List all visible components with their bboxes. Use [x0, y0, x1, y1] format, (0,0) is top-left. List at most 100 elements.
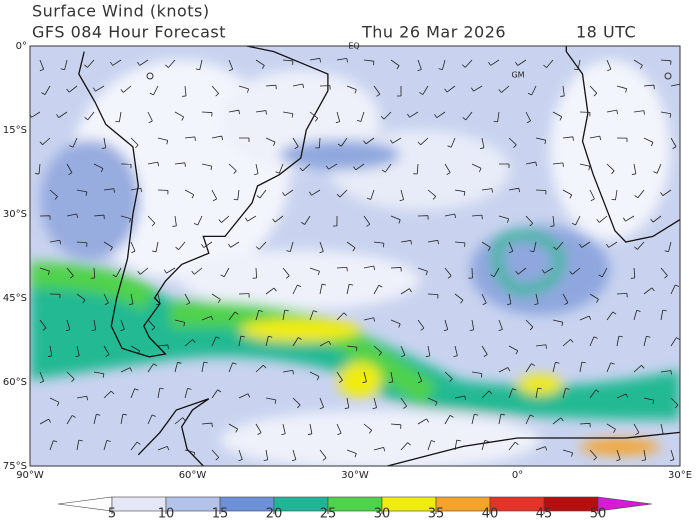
wind-barb: [606, 109, 617, 113]
wind-barb: [544, 267, 554, 274]
wind-barb: [278, 163, 284, 174]
wind-barb: [398, 323, 401, 328]
wind-barb: [449, 378, 453, 382]
wind-barb: [390, 423, 401, 426]
wind-barb: [134, 388, 139, 391]
wind-barb: [659, 433, 664, 436]
wind-barb: [565, 387, 570, 390]
wind-barb: [417, 418, 427, 425]
wind-barb: [309, 111, 319, 119]
wind-barb: [56, 402, 60, 407]
colorbar-tick-label: 30: [374, 507, 391, 522]
wind-barb: [497, 111, 500, 122]
wind-barb: [39, 267, 50, 272]
wind-barb: [420, 327, 425, 331]
wind-barb: [484, 440, 489, 442]
wind-barb: [191, 194, 195, 199]
wind-barb: [443, 329, 448, 332]
wind-barb: [286, 250, 291, 253]
lon-label: 0°: [512, 470, 523, 481]
wind-barb: [184, 449, 195, 453]
wind-barb: [606, 423, 616, 430]
wind-barb: [662, 309, 667, 312]
wind-barb: [76, 293, 86, 301]
wind-barb: [130, 345, 140, 352]
wind-barb: [199, 59, 203, 70]
wind-barb: [616, 336, 620, 347]
wind-barb: [422, 85, 429, 95]
equator-label: EQ: [348, 42, 359, 51]
wind-barb: [258, 310, 263, 312]
wind-barb: [265, 110, 267, 115]
wind-barb: [363, 140, 367, 145]
wind-barb: [336, 111, 341, 122]
wind-barb: [637, 241, 645, 250]
wind-barb: [611, 198, 616, 201]
wind-barb: [454, 440, 458, 451]
wind-barb: [535, 388, 539, 399]
wind-barb: [372, 407, 377, 410]
wind-barb: [291, 113, 294, 118]
wind-barb: [569, 194, 573, 199]
wind-barb: [93, 414, 97, 425]
wind-barb: [552, 362, 556, 373]
wind-barb: [238, 459, 243, 462]
wind-barb: [562, 136, 573, 139]
wind-barb: [660, 59, 671, 62]
coastline: [565, 46, 680, 243]
wind-barb: [172, 225, 177, 227]
wind-barb: [68, 85, 78, 93]
wind-barb: [238, 393, 249, 399]
wind-barb: [76, 345, 80, 356]
wind-barb: [545, 344, 547, 349]
wind-barb: [66, 319, 71, 330]
wind-barb: [427, 189, 436, 197]
wind-barb: [454, 395, 465, 399]
wind-barb: [366, 223, 370, 227]
wind-barb: [481, 440, 486, 451]
wind-barb: [416, 163, 419, 175]
wind-barb: [431, 440, 436, 443]
wind-barb: [47, 355, 52, 357]
wind-barb: [177, 361, 182, 364]
wind-barb: [234, 311, 239, 315]
wind-barb: [136, 441, 141, 445]
wind-barb: [238, 110, 240, 115]
wind-barb: [147, 111, 153, 122]
wind-barb: [311, 189, 321, 196]
wind-barb: [606, 362, 612, 373]
wind-barb: [233, 170, 237, 174]
wind-barb: [444, 88, 448, 93]
wind-barb: [535, 161, 537, 167]
colorbar-tick-label: 45: [536, 507, 553, 522]
wind-barb: [454, 293, 464, 301]
wind-barb: [652, 399, 655, 405]
wind-barb: [616, 110, 618, 115]
wind-barb: [425, 271, 428, 276]
wind-barb: [128, 303, 134, 305]
lat-label: 0°: [16, 41, 27, 52]
wind-barb: [378, 352, 382, 356]
map-symbol: [146, 72, 154, 80]
wind-barb: [616, 85, 627, 90]
wind-barb: [321, 283, 326, 286]
colorbar-tick-label: 40: [482, 507, 499, 522]
wind-barb: [282, 267, 290, 277]
wind-barb: [488, 390, 493, 395]
wind-barb: [675, 284, 680, 288]
wind-barb: [211, 389, 218, 399]
wind-barb: [652, 215, 662, 223]
wind-barb: [460, 299, 464, 304]
wind-barb: [87, 111, 95, 121]
wind-barb: [464, 395, 466, 401]
wind-barb: [417, 59, 422, 70]
wind-barb: [42, 327, 47, 331]
wind-barb: [454, 345, 458, 356]
wind-barb: [410, 240, 412, 245]
wind-barb: [420, 137, 429, 146]
wind-barb: [471, 163, 482, 169]
wind-barb: [498, 215, 509, 220]
wind-barb: [174, 111, 184, 118]
wind-barb: [72, 137, 78, 148]
